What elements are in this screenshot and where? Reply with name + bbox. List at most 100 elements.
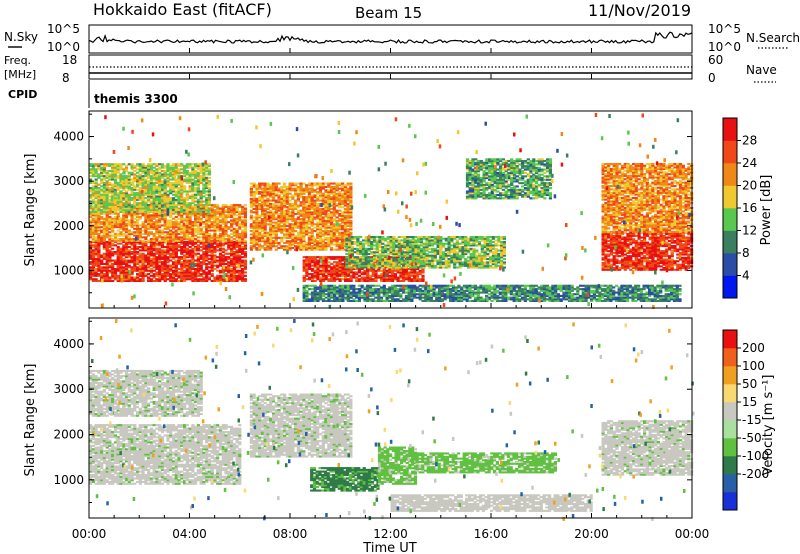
heatmap-cell [149,231,153,234]
heatmap-cell [127,173,131,176]
heatmap-cell [127,221,131,224]
heatmap-cell [202,207,206,210]
heatmap-cell [119,268,123,271]
heatmap-cell [252,219,256,222]
heatmap-cell [271,230,276,233]
heatmap-cell [266,235,270,238]
noise-right-tick-top: 10^5 [708,22,741,36]
heatmap-cell [133,210,137,213]
heatmap-cell [97,256,101,259]
heatmap-cell [124,181,129,184]
heatmap-cell [102,266,106,269]
heatmap-cell [207,251,211,254]
heatmap-cell [221,216,225,219]
heatmap-cell [133,207,137,210]
heatmap-cell [183,212,187,215]
heatmap-cell [269,230,273,233]
heatmap-cell [227,256,231,259]
heatmap-cell [124,262,129,265]
heatmap-cell [100,210,104,213]
heatmap-cell [218,216,223,219]
heatmap-cell [177,236,181,239]
heatmap-cell [188,274,192,277]
heatmap-cell [133,269,137,272]
heatmap-cell [138,246,142,249]
heatmap-cell [238,271,242,274]
heatmap-cell [180,238,184,241]
heatmap-cell [205,273,209,276]
cpid-label: CPID [8,88,37,101]
heatmap-cell [158,240,162,243]
heatmap-cell [100,274,104,277]
heatmap-cell [263,216,267,219]
heatmap-cell [260,218,265,221]
heatmap-cell [149,207,153,210]
heatmap-cell [116,268,120,271]
heatmap-cell [152,242,156,245]
heatmap-cell [91,268,95,271]
heatmap-cell [141,170,145,173]
heatmap-cell [91,271,95,274]
heatmap-cell [210,214,214,217]
heatmap-cell [188,252,192,255]
heatmap-cell [191,268,195,271]
heatmap-cell [144,217,148,220]
heatmap-cell [147,207,151,210]
heatmap-cell [205,276,209,279]
heatmap-cell [185,164,189,167]
heatmap-cell [116,238,120,241]
heatmap-cell [260,211,265,214]
heatmap-cell [271,192,276,195]
heatmap-cell [149,166,153,169]
heatmap-cell [210,246,214,249]
heatmap-cell [213,254,217,257]
heatmap-cell [194,190,198,193]
heatmap-cell [94,175,98,178]
heatmap-cell [94,279,98,282]
heatmap-cell [196,278,200,281]
heatmap-cell [188,210,192,213]
heatmap-cell [241,273,245,276]
heatmap-cell [188,195,192,198]
heatmap-cell [149,246,153,249]
heatmap-cell [210,252,214,255]
heatmap-cell [163,178,167,181]
heatmap-cell [105,240,109,243]
heatmap-cell [141,205,145,208]
heatmap-cell [108,269,112,272]
heatmap-cell [141,226,145,229]
heatmap-cell [329,246,334,249]
heatmap-cell [122,176,126,179]
heatmap-cell [91,185,95,188]
heatmap-cell [97,254,101,257]
heatmap-cell [346,187,350,190]
heatmap-cell [94,187,98,190]
heatmap-cell [124,274,129,277]
heatmap-cell [191,198,195,201]
heatmap-cell [133,242,137,245]
heatmap-cell [210,209,214,212]
heatmap-cell [202,168,206,171]
heatmap-cell [271,197,276,200]
heatmap-cell [230,276,234,279]
heatmap-cell [136,216,140,219]
heatmap-cell [116,252,120,255]
heatmap-cell [94,209,98,212]
heatmap-cell [138,209,142,212]
heatmap-cell [97,217,101,220]
heatmap-cell [119,239,123,242]
heatmap-cell [89,214,93,217]
heatmap-cell [166,259,170,262]
heatmap-cell [191,259,195,262]
heatmap-cell [180,262,184,265]
heatmap-cell [122,271,126,274]
heatmap-cell [191,207,195,210]
heatmap-cell [138,229,142,232]
heatmap-cell [141,166,145,169]
heatmap-cell [127,254,131,257]
heatmap-cell [196,244,200,247]
heatmap-cell [97,261,101,264]
heatmap-cell [105,252,109,255]
heatmap-cell [147,192,151,195]
heatmap-cell [127,205,131,208]
